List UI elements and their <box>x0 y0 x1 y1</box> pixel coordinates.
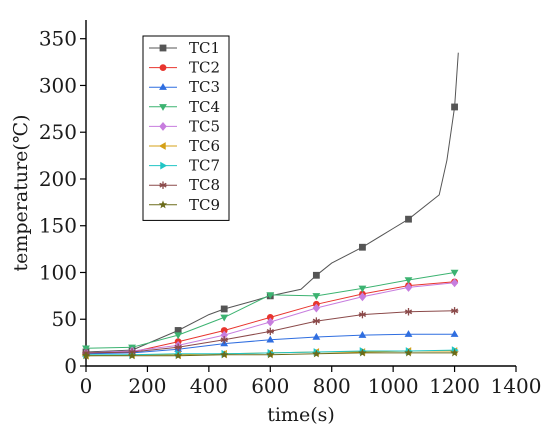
data-point <box>450 348 459 357</box>
legend-label: TC5 <box>189 117 220 135</box>
legend-marker <box>159 104 167 111</box>
legend-item: TC6 <box>149 137 220 155</box>
legend-marker <box>159 83 167 90</box>
x-tick-label: 1200 <box>429 374 480 398</box>
legend-item: TC2 <box>149 59 220 77</box>
y-tick-label: 350 <box>39 27 77 51</box>
legend-item: TC8 <box>149 176 220 194</box>
legend-label: TC3 <box>189 78 220 96</box>
x-axis-title: time(s) <box>267 404 335 426</box>
legend-item: TC1 <box>149 39 220 57</box>
x-tick-label: 800 <box>313 374 351 398</box>
data-point <box>450 278 459 288</box>
data-point <box>266 313 274 321</box>
data-point <box>220 314 229 322</box>
legend-marker <box>159 44 167 52</box>
x-ticks: 0 200 400 600 800 1000 1200 1400 <box>80 366 542 398</box>
data-point <box>312 271 320 279</box>
legend-marker <box>160 161 168 170</box>
y-tick-label: 200 <box>39 167 77 191</box>
legend-item: TC4 <box>149 98 220 116</box>
data-point <box>358 285 367 293</box>
x-tick-label: 1000 <box>368 374 419 398</box>
data-point <box>312 332 321 340</box>
y-tick-label: 300 <box>39 73 77 97</box>
data-point <box>220 336 228 344</box>
data-point <box>358 310 367 319</box>
data-point <box>405 215 412 223</box>
data-point <box>174 332 183 340</box>
data-point <box>451 103 458 111</box>
series-tc5 <box>82 278 459 358</box>
series-tc9 <box>81 348 459 360</box>
y-tick-label: 50 <box>52 307 77 331</box>
data-point <box>358 348 367 357</box>
series-tc1 <box>82 52 459 356</box>
legend-item: TC5 <box>149 117 220 135</box>
data-point <box>220 305 228 313</box>
data-point <box>404 308 413 316</box>
legend-marker <box>159 121 167 131</box>
legend-item: TC7 <box>149 157 220 175</box>
legend-label: TC8 <box>189 176 220 194</box>
data-point <box>312 293 321 300</box>
legend-label: TC9 <box>189 196 220 214</box>
series-tc8 <box>82 307 459 357</box>
legend-marker <box>158 200 168 209</box>
legend-label: TC2 <box>189 59 220 77</box>
legend-item: TC9 <box>149 196 220 214</box>
data-point <box>450 330 459 337</box>
legend-marker <box>159 64 167 71</box>
y-axis-title: temperature(℃) <box>10 115 32 272</box>
data-point <box>174 343 182 352</box>
legend-item: TC3 <box>149 78 220 96</box>
data-point <box>312 317 321 325</box>
y-ticks: 0 50 100 150 200 250 300 350 <box>39 27 86 378</box>
data-point <box>266 327 275 336</box>
legend-box <box>142 35 230 221</box>
series-line <box>85 52 459 353</box>
legend-marker <box>158 142 166 150</box>
legend-label: TC6 <box>189 137 220 155</box>
data-point <box>359 243 366 251</box>
y-tick-label: 0 <box>64 354 77 378</box>
data-point <box>358 292 367 302</box>
x-tick-label: 0 <box>80 374 93 398</box>
data-point <box>266 292 275 300</box>
y-tick-label: 100 <box>39 260 77 284</box>
data-point <box>174 327 182 334</box>
data-point <box>450 307 459 315</box>
data-point <box>266 350 275 359</box>
data-point <box>312 303 321 313</box>
x-tick-label: 200 <box>128 374 166 398</box>
data-point <box>173 351 183 360</box>
data-point <box>220 330 228 340</box>
x-tick-label: 600 <box>251 374 289 398</box>
data-point <box>220 350 229 359</box>
x-tick-label: 400 <box>190 374 228 398</box>
data-point <box>404 283 413 292</box>
legend-marker <box>159 181 167 189</box>
data-point <box>127 351 137 360</box>
data-point <box>266 335 275 343</box>
legend-label: TC7 <box>189 157 220 175</box>
data-point <box>404 330 413 337</box>
data-point <box>404 277 413 285</box>
data-point <box>404 348 413 357</box>
axes <box>85 20 516 367</box>
legend-label: TC4 <box>189 98 220 116</box>
y-tick-label: 250 <box>39 120 77 144</box>
y-tick-label: 150 <box>39 214 77 238</box>
data-point <box>266 317 275 327</box>
data-point <box>81 351 91 360</box>
data-point <box>358 331 367 338</box>
data-point <box>220 327 228 334</box>
series-layer <box>81 52 459 360</box>
data-point <box>312 349 321 358</box>
legend-label: TC1 <box>189 39 220 57</box>
x-tick-label: 1400 <box>491 374 542 398</box>
data-point <box>450 269 459 277</box>
